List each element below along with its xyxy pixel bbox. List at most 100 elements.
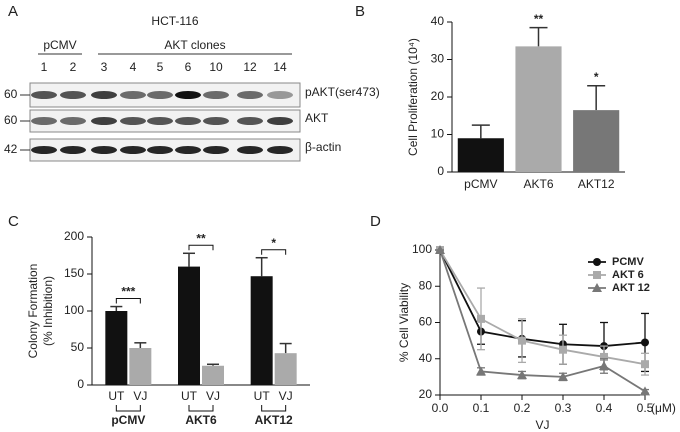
row-label: β-actin <box>305 140 341 154</box>
x-tick-label: 0.3 <box>555 401 572 415</box>
point <box>641 360 649 369</box>
legend-label: PCMV <box>612 256 644 268</box>
group-label: AKT6 <box>185 413 217 427</box>
panel-letter: D <box>370 213 381 230</box>
band <box>203 91 229 99</box>
x-axis-label: VJ <box>535 418 549 432</box>
band <box>120 146 146 154</box>
band <box>31 91 57 99</box>
sig-bracket <box>115 298 141 304</box>
x-tick-label: VJ <box>279 389 293 403</box>
y-tick-label: 100 <box>412 242 432 256</box>
y-tick-label: 30 <box>431 52 445 66</box>
band <box>31 146 57 154</box>
lane-label: 1 <box>41 60 48 74</box>
band <box>120 91 146 99</box>
legend-marker <box>592 283 602 292</box>
group-bracket <box>115 405 141 412</box>
legend-label: AKT 12 <box>612 282 650 294</box>
bar <box>202 365 224 385</box>
point <box>599 361 609 370</box>
lane-label: 5 <box>157 60 164 74</box>
band <box>267 117 293 125</box>
blot-title: HCT-116 <box>151 14 198 28</box>
y-axis-label: Colony Formation <box>26 264 40 359</box>
series-line <box>439 249 646 393</box>
point <box>559 345 567 354</box>
point <box>640 386 650 396</box>
y-axis-label: (% Inhibition) <box>41 276 55 346</box>
lane-label: 3 <box>101 60 108 74</box>
y-axis-label: % Cell Viability <box>397 283 411 362</box>
band <box>31 117 57 125</box>
group-bracket <box>261 405 287 412</box>
group-bracket <box>188 405 214 412</box>
point <box>476 366 486 376</box>
band <box>120 117 146 125</box>
point <box>600 352 608 361</box>
lane-label: 4 <box>130 60 137 74</box>
y-tick-label: 0 <box>77 377 84 391</box>
mw-marker: 42 <box>4 142 18 156</box>
point <box>435 245 445 254</box>
significance: * <box>594 70 599 84</box>
sig-bracket <box>188 244 214 251</box>
y-tick-label: 40 <box>419 351 433 365</box>
x-tick-label: pCMV <box>464 177 497 191</box>
bar <box>105 311 128 385</box>
x-tick-label: UT <box>254 389 271 403</box>
band <box>60 146 86 154</box>
group-label: pCMV <box>111 413 145 427</box>
band <box>237 117 263 125</box>
band <box>175 91 201 99</box>
legend-marker <box>593 271 601 279</box>
significance: ** <box>196 231 206 245</box>
point <box>517 370 527 380</box>
band <box>91 91 117 99</box>
band <box>60 91 86 99</box>
y-tick-label: 50 <box>71 340 85 354</box>
y-tick-label: 100 <box>64 303 84 317</box>
row-label: AKT <box>305 111 329 125</box>
band <box>237 91 263 99</box>
band <box>60 117 86 125</box>
band <box>237 146 263 154</box>
group-label: pCMV <box>43 38 76 52</box>
legend-marker <box>593 258 601 266</box>
group-label: AKT clones <box>164 38 225 52</box>
band <box>147 91 173 99</box>
series-line <box>439 249 646 366</box>
point <box>641 338 649 347</box>
x-tick-label: 0.2 <box>514 401 531 415</box>
x-tick-label: 0.0 <box>432 401 449 415</box>
bar <box>178 266 200 385</box>
y-tick-label: 20 <box>419 387 433 401</box>
x-tick-label: AKT12 <box>578 177 615 191</box>
x-tick-label: 0.4 <box>596 401 613 415</box>
x-tick-label: VJ <box>133 389 147 403</box>
band <box>267 146 293 154</box>
x-tick-label: 0.5 <box>637 401 654 415</box>
band <box>203 146 229 154</box>
bar <box>129 348 152 385</box>
y-tick-label: 80 <box>419 278 433 292</box>
bar <box>515 46 562 172</box>
row-label: pAKT(ser473) <box>305 85 380 99</box>
lane-label: 6 <box>185 60 192 74</box>
y-tick-label: 200 <box>64 229 84 243</box>
x-unit: (μM) <box>651 401 676 415</box>
band <box>175 146 201 154</box>
y-tick-label: 20 <box>431 89 445 103</box>
point <box>518 336 526 345</box>
bar <box>250 276 273 385</box>
point <box>558 371 568 381</box>
band <box>147 117 173 125</box>
panel-letter: C <box>8 213 19 230</box>
significance: *** <box>121 285 135 299</box>
lane-label: 10 <box>209 60 223 74</box>
mw-marker: 60 <box>4 113 18 127</box>
significance: * <box>271 236 276 250</box>
series-line <box>439 249 646 347</box>
band <box>175 117 201 125</box>
